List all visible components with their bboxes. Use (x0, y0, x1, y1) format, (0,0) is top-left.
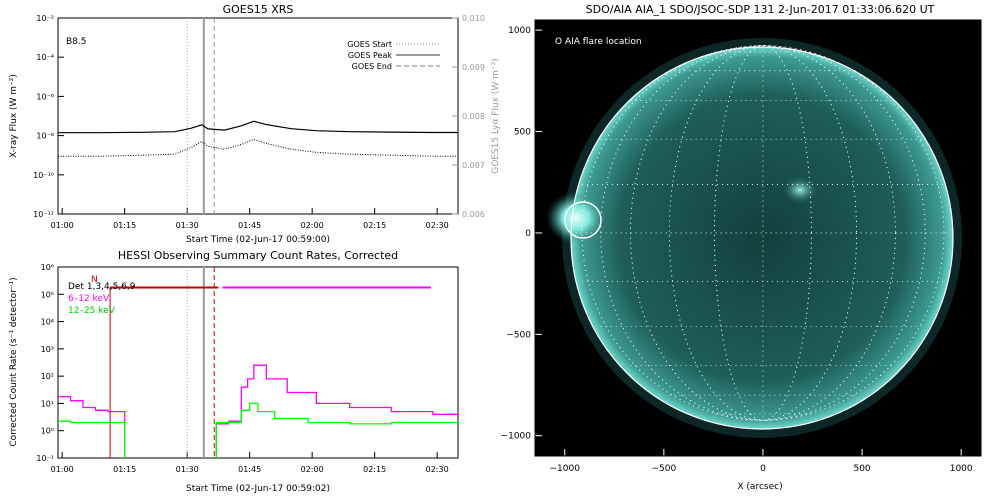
goes-y-tick-label: 10⁻⁶ (36, 92, 54, 101)
hessi-panel: HESSI Observing Summary Count Rates, Cor… (9, 249, 459, 494)
hessi-title: HESSI Observing Summary Count Rates, Cor… (118, 249, 398, 262)
hessi-legend-6-12: 6–12 keV (68, 294, 110, 304)
aia-x-tick-label: 1000 (950, 464, 973, 474)
flare-brightening (546, 192, 606, 244)
goes-y2-axis: 0.010 0.009 0.008 0.007 0.006 (452, 14, 485, 219)
hessi-x-tick-label: 01:45 (238, 465, 261, 474)
hessi-y-tick-label: 10² (41, 372, 54, 381)
goes-title: GOES15 XRS (223, 3, 294, 16)
goes-y2-tick-label: 0.008 (462, 112, 485, 121)
aia-image-panel: SDO/AIA AIA_1 SDO/JSOC-SDP 131 2-Jun-201… (501, 3, 982, 492)
hessi-status-bars (109, 286, 431, 458)
aia-y-tick-label: 500 (514, 128, 531, 138)
hessi-x-tick-label: 01:30 (176, 465, 199, 474)
hessi-x-tick-label: 02:15 (363, 465, 386, 474)
goes-y-tick-label: 10⁻² (36, 14, 54, 23)
hessi-y-axis: 10⁶ 10⁵ 10⁴ 10³ 10² 10¹ 10⁰ 10⁻¹ (36, 263, 64, 463)
aia-x-tick-label: −500 (651, 464, 676, 474)
hessi-y-tick-label: 10⁶ (41, 263, 54, 272)
aia-x-tick-label: −1000 (550, 464, 581, 474)
hessi-6-12-kev-line (58, 364, 458, 458)
hessi-series (58, 364, 458, 458)
goes-legend-label: GOES Peak (348, 51, 393, 60)
solar-disk (571, 47, 953, 429)
aia-y-tick-label: −500 (506, 330, 531, 340)
goes-xrs-panel: GOES15 XRS 10⁻² 10⁻⁴ 10⁻⁶ 10⁻⁸ 10⁻¹⁰ 10⁻¹² 0.… (9, 3, 501, 245)
goes-legend-label: GOES End (352, 62, 392, 71)
hessi-y-tick-label: 10³ (41, 345, 54, 354)
hessi-y-tick-label: 10⁵ (41, 290, 54, 299)
flare-location-marker (564, 201, 602, 239)
aia-title: SDO/AIA AIA_1 SDO/JSOC-SDP 131 2-Jun-201… (586, 3, 935, 16)
goes-short-channel-line (58, 138, 458, 157)
goes-x-tick-label: 02:00 (301, 221, 324, 230)
aia-y-tick-label: 1000 (508, 26, 531, 36)
goes-long-channel-line (58, 120, 458, 134)
aia-xlabel: X (arcsec) (737, 482, 782, 492)
goes-x-tick-label: 01:30 (176, 221, 199, 230)
hessi-x-tick-label: 01:00 (51, 465, 74, 474)
solar-limb-circle (570, 46, 954, 430)
hessi-legend-12-25: 12–25 keV (68, 306, 116, 316)
hessi-y-tick-label: 10¹ (41, 399, 54, 408)
aia-axes-frame (534, 19, 982, 457)
hessi-x-tick-label: 02:00 (301, 465, 324, 474)
goes-x-tick-label: 01:00 (51, 221, 74, 230)
hessi-y-tick-label: 10⁰ (41, 427, 54, 436)
aia-y-tick-label: 0 (525, 229, 531, 239)
hessi-legend-det: Det 1,3,4,5,6,9 (68, 282, 136, 292)
hessi-ylabel: Corrected Count Rate (s⁻¹ detector⁻¹) (9, 277, 19, 446)
goes-y2-tick-label: 0.007 (462, 161, 485, 170)
goes-annotation: B8.5 (66, 37, 87, 47)
goes-y-axis: 10⁻² 10⁻⁴ 10⁻⁶ 10⁻⁸ 10⁻¹⁰ 10⁻¹² (33, 14, 64, 219)
goes-plot-frame (57, 17, 459, 215)
hessi-x-axis: 01:00 01:15 01:30 01:45 02:00 02:15 02:30 (51, 452, 449, 474)
goes-y-tick-label: 10⁻¹² (33, 210, 54, 219)
goes-event-lines (186, 18, 215, 214)
hessi-x-tick-label: 02:30 (426, 465, 449, 474)
goes-x-tick-label: 01:15 (113, 221, 136, 230)
hessi-event-lines (186, 267, 215, 458)
goes-legend: GOES Start GOES Peak GOES End (347, 40, 440, 71)
goes-series (58, 120, 458, 157)
aia-axes: −1000 −500 0 500 1000 1000 500 0 −500 −1000 (501, 19, 982, 474)
aia-x-tick-label: 0 (760, 464, 766, 474)
goes-ylabel: X-ray Flux (W m⁻²) (9, 74, 19, 158)
aia-lat-lon-grid (575, 45, 951, 421)
goes-x-tick-label: 01:45 (238, 221, 261, 230)
goes-y2-tick-label: 0.009 (462, 63, 485, 72)
hessi-plot-frame (57, 266, 459, 459)
goes-y2-tick-label: 0.010 (462, 14, 485, 23)
aia-x-tick-label: 500 (853, 464, 870, 474)
aia-grid-meridian (581, 45, 945, 421)
aia-grid-meridian (600, 45, 926, 421)
hessi-12-25-kev-line (58, 402, 458, 458)
hessi-y-tick-label: 10⁴ (41, 318, 54, 327)
hessi-x-tick-label: 01:15 (113, 465, 136, 474)
aia-y-tick-label: −1000 (501, 432, 532, 442)
goes-y2label: GOES15 Lyα Flux (W m⁻²) (491, 58, 501, 174)
goes-y2-tick-label: 0.006 (462, 210, 485, 219)
hessi-xlabel: Start Time (02-Jun-17 00:59:02) (186, 484, 330, 494)
goes-xlabel: Start Time (02-Jun-17 00:59:00) (186, 235, 330, 245)
goes-x-tick-label: 02:15 (363, 221, 386, 230)
goes-y-tick-label: 10⁻⁸ (36, 132, 54, 141)
aia-grid-meridian (630, 45, 896, 421)
active-region (782, 176, 818, 204)
hessi-y-tick-label: 10⁻¹ (36, 454, 54, 463)
goes-y-tick-label: 10⁻⁴ (36, 53, 54, 62)
goes-legend-label: GOES Start (347, 40, 392, 49)
hessi-flag: N (91, 275, 98, 285)
goes-x-tick-label: 02:30 (426, 221, 449, 230)
aia-legend: O AIA flare location (555, 37, 642, 47)
goes-y-tick-label: 10⁻¹⁰ (33, 171, 54, 180)
